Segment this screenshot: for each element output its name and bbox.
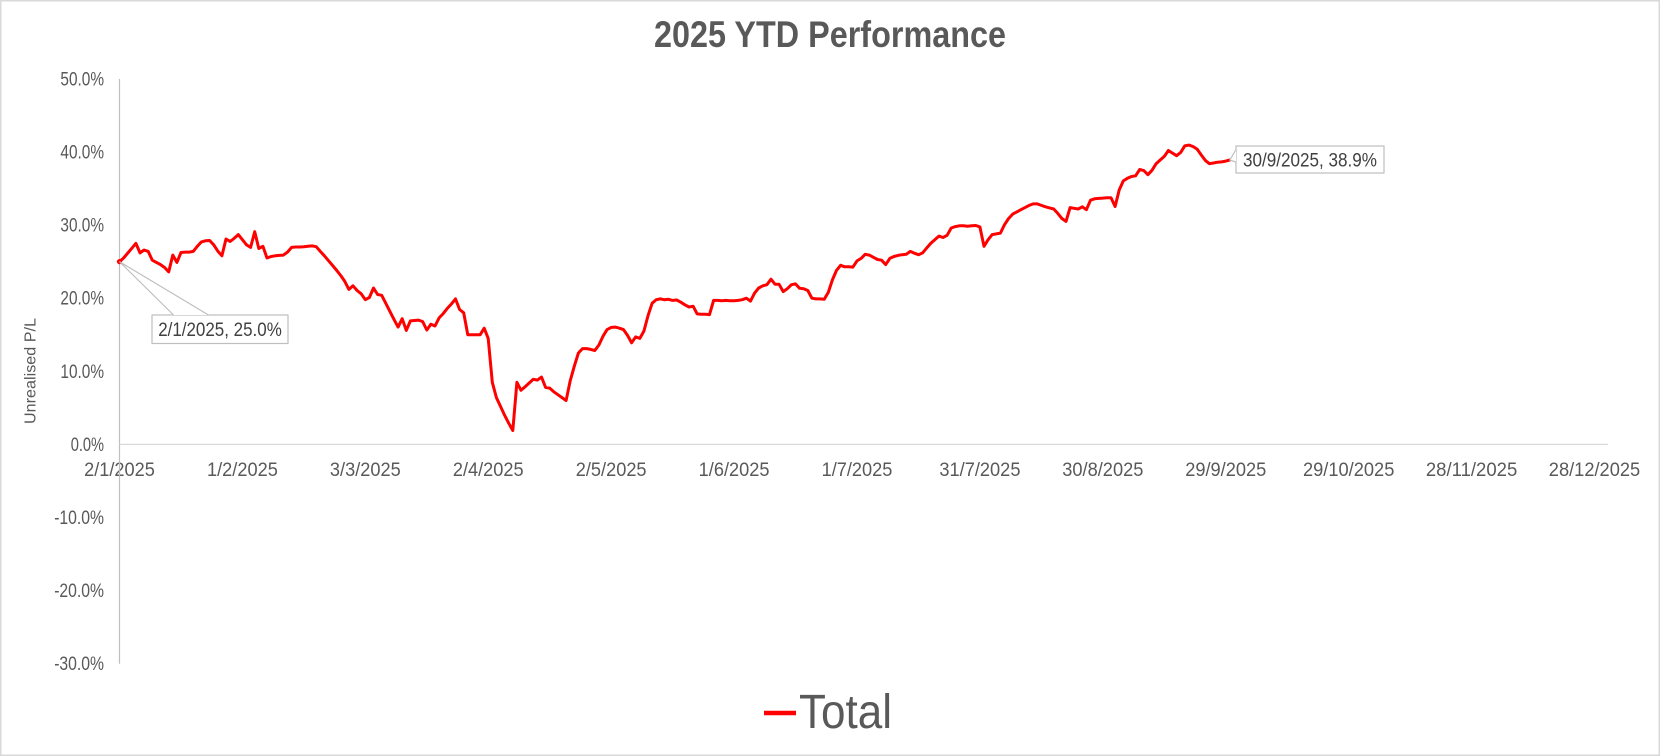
x-tick-label: 1/7/2025 [822, 460, 893, 481]
callout-label: 30/9/2025, 38.9% [1243, 150, 1377, 171]
y-tick-label: -30.0% [54, 654, 104, 675]
legend[interactable]: Total [764, 686, 892, 739]
callout-label: 2/1/2025, 25.0% [158, 320, 282, 341]
x-tick-label: 31/7/2025 [939, 460, 1020, 481]
legend-total-label: Total [799, 686, 892, 739]
x-axis-tick-labels: 2/1/2025 1/2/2025 3/3/2025 2/4/2025 2/5/2025… [84, 460, 1640, 481]
y-axis-title: Unrealised P/L [23, 318, 40, 424]
y-tick-label: -20.0% [54, 581, 104, 602]
data-label-callouts: 2/1/2025, 25.0% 30/9/2025, 38.9% [119, 145, 1385, 345]
y-tick-label: 40.0% [60, 143, 104, 164]
callout-leader-lines [119, 261, 209, 316]
x-tick-label: 3/3/2025 [330, 460, 401, 481]
x-tick-label: 28/12/2025 [1549, 460, 1640, 481]
x-tick-label: 1/6/2025 [699, 460, 770, 481]
y-axis-tick-labels: 50.0% 40.0% 30.0% 20.0% 10.0% 0.0% -10.0% -20.0… [54, 69, 104, 675]
callout-leader-lines [1228, 149, 1237, 163]
x-tick-label: 29/9/2025 [1185, 460, 1266, 481]
data-label-callout[interactable]: 30/9/2025, 38.9% [1228, 145, 1385, 174]
x-tick-label: 1/2/2025 [207, 460, 278, 481]
callout-box [151, 314, 289, 345]
x-tick-label: 28/11/2025 [1426, 460, 1517, 481]
y-tick-label: 30.0% [60, 216, 104, 237]
y-tick-label: 10.0% [60, 362, 104, 383]
y-tick-label: 20.0% [60, 289, 104, 310]
x-tick-label: 2/4/2025 [453, 460, 524, 481]
total-series-polyline [118, 143, 1232, 432]
x-tick-label: 29/10/2025 [1303, 460, 1394, 481]
x-tick-label: 30/8/2025 [1062, 460, 1143, 481]
y-tick-label: -10.0% [54, 508, 104, 529]
y-tick-label: 50.0% [60, 69, 104, 90]
data-label-callout[interactable]: 2/1/2025, 25.0% [119, 261, 289, 345]
chart-title: 2025 YTD Performance [654, 14, 1006, 55]
callout-box [1235, 145, 1385, 174]
x-tick-label: 2/5/2025 [576, 460, 647, 481]
y-tick-label: 0.0% [71, 435, 104, 456]
